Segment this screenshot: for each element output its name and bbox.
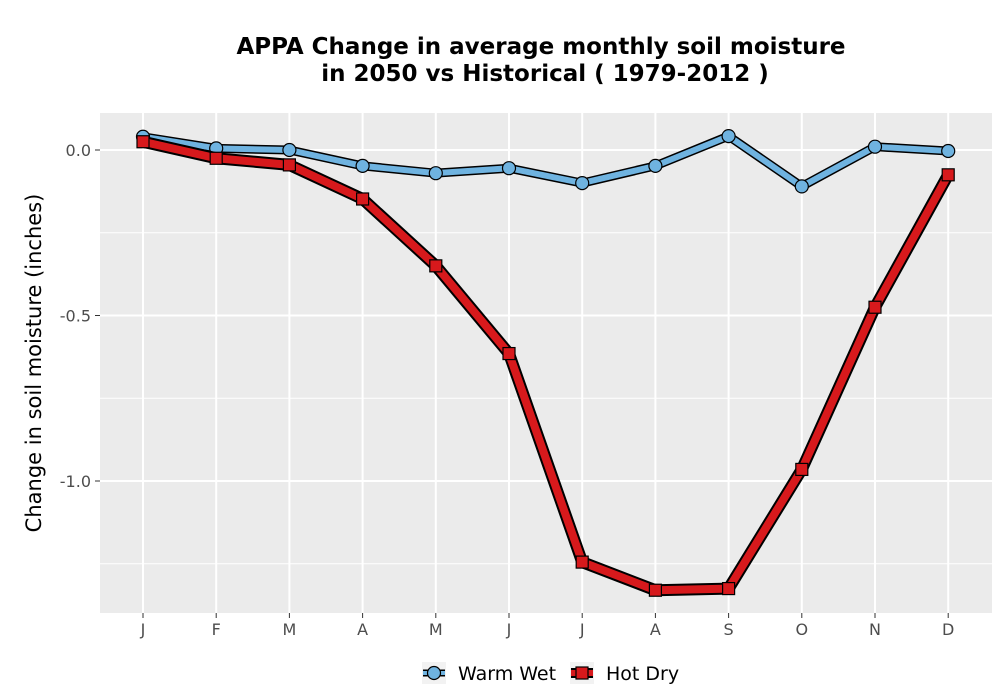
data-point <box>429 259 443 273</box>
data-point <box>575 555 589 569</box>
y-tick-label: 0.0 <box>66 141 91 160</box>
y-tick-label: -1.0 <box>60 472 91 491</box>
data-point <box>355 158 370 173</box>
data-point <box>867 139 883 154</box>
grid-minor <box>100 232 992 565</box>
series-layer <box>135 128 956 597</box>
x-tick-label: A <box>357 620 368 639</box>
x-tick-label: J <box>579 620 585 639</box>
y-tick-label: -0.5 <box>60 307 91 326</box>
x-tick-label: O <box>796 620 809 639</box>
data-point <box>209 151 223 165</box>
legend-key-marker <box>575 666 589 680</box>
data-point <box>575 176 590 191</box>
data-point <box>794 179 809 194</box>
x-tick-label: J <box>506 620 512 639</box>
data-point <box>941 143 956 159</box>
data-point <box>282 158 296 172</box>
data-point <box>941 168 955 182</box>
x-tick-label: A <box>650 620 661 639</box>
legend-item-hot-dry: Hot Dry <box>570 662 679 685</box>
legend-label: Warm Wet <box>458 663 556 685</box>
legend-label: Hot Dry <box>606 663 679 685</box>
y-axis: 0.0 -0.5 -1.0 <box>60 141 100 491</box>
x-tick-label: F <box>212 620 221 639</box>
x-tick-label: D <box>942 620 954 639</box>
x-tick-label: N <box>869 620 881 639</box>
plot-panel <box>100 113 992 613</box>
data-point <box>136 135 150 149</box>
grid-major <box>100 113 992 613</box>
x-tick-label: S <box>724 620 734 639</box>
x-tick-label: M <box>282 620 296 639</box>
chart-title-line1: APPA Change in average monthly soil mois… <box>236 34 845 60</box>
series-line <box>140 133 952 190</box>
series-line <box>139 137 953 595</box>
data-point <box>795 462 809 477</box>
data-point <box>648 583 663 597</box>
data-point <box>428 166 443 181</box>
chart-title-line2: in 2050 vs Historical ( 1979-2012 ) <box>321 61 768 87</box>
data-point <box>356 192 370 206</box>
legend-key-marker <box>426 665 442 681</box>
series-hot-dry <box>136 135 955 597</box>
x-tick-label: J <box>140 620 146 639</box>
legend-item-warm-wet: Warm Wet <box>422 662 556 685</box>
x-tick-label: M <box>429 620 443 639</box>
data-point <box>502 346 516 361</box>
legend: Warm Wet Hot Dry <box>422 662 679 685</box>
data-point <box>648 158 663 173</box>
data-point <box>721 128 736 144</box>
data-point <box>868 300 882 314</box>
y-axis-title: Change in soil moisture (inches) <box>22 194 46 533</box>
data-point <box>501 161 517 176</box>
data-point <box>282 142 297 158</box>
data-point <box>721 581 736 596</box>
